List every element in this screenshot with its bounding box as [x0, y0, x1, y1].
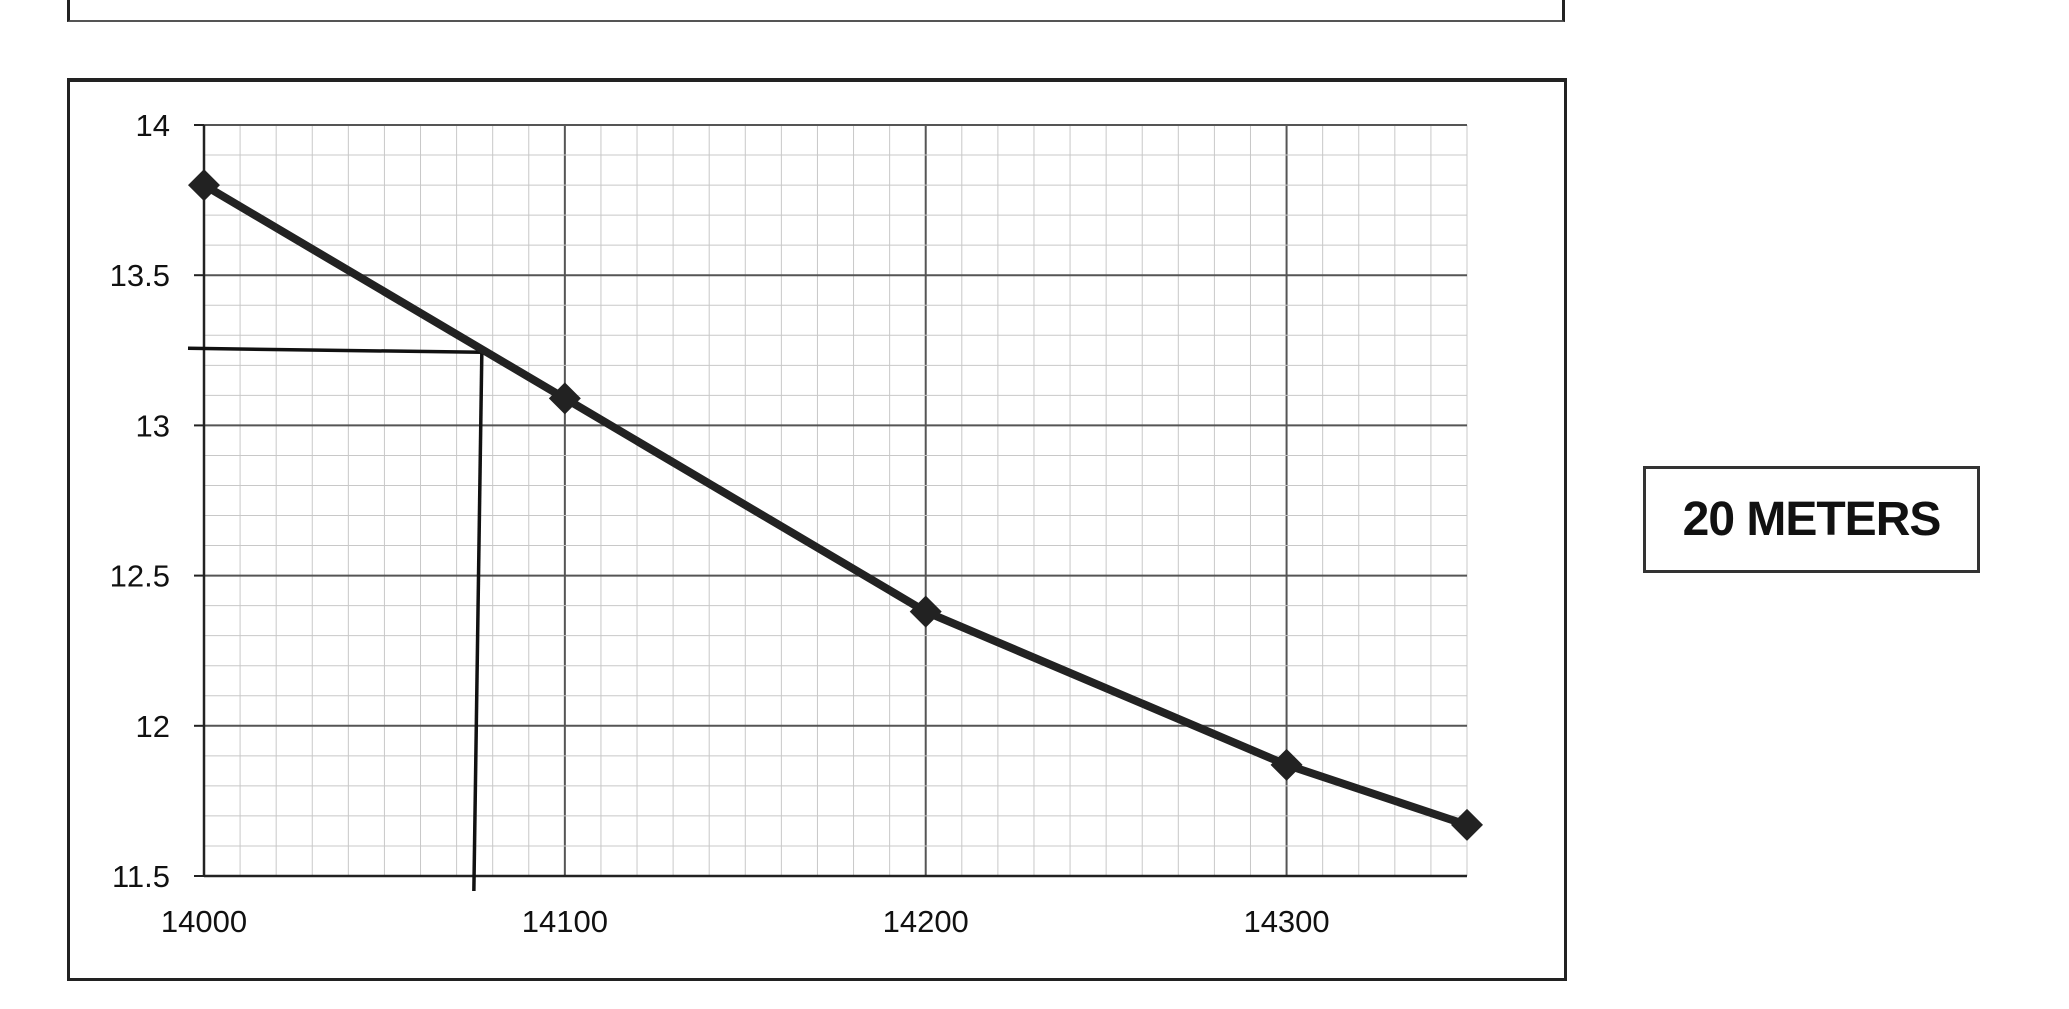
- reading-guide: [187, 346, 484, 892]
- label-box: 20 METERS: [1643, 466, 1980, 573]
- series-line: [200, 181, 1471, 829]
- y-tick-label: 12: [136, 709, 170, 744]
- y-tick-label: 13: [136, 408, 170, 443]
- data-point-marker: [548, 382, 581, 415]
- guide-horizontal-line: [187, 346, 482, 355]
- previous-chart-frame: [67, 0, 1565, 22]
- label-text: 20 METERS: [1682, 493, 1942, 546]
- y-tick-label: 13.5: [110, 258, 170, 293]
- x-tick-label: 14100: [522, 904, 608, 939]
- tick-labels: 14 13.5 13 12.5 12 11.5 14000 14100 14200 14300: [110, 108, 1330, 939]
- y-tick-label: 14: [136, 108, 170, 143]
- data-point-marker: [909, 595, 942, 628]
- guide-vertical-line: [472, 350, 484, 892]
- data-point-marker: [1451, 808, 1483, 841]
- y-tick-label: 11.5: [112, 859, 170, 894]
- axes: [194, 124, 1467, 878]
- grid: [203, 124, 1468, 877]
- x-tick-label: 14300: [1243, 904, 1329, 939]
- y-tick-label: 12.5: [110, 559, 170, 594]
- data-point-marker: [188, 169, 220, 202]
- data-point-marker: [1270, 748, 1303, 781]
- x-tick-label: 14200: [883, 904, 969, 939]
- x-tick-label: 14000: [161, 904, 247, 939]
- series: [188, 169, 1483, 841]
